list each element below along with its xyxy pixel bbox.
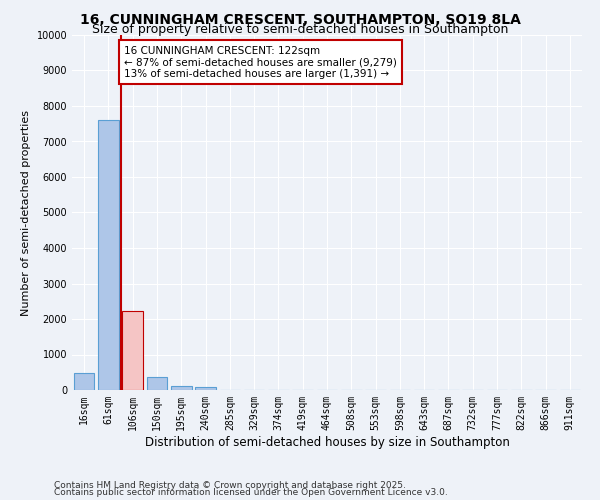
Text: 16, CUNNINGHAM CRESCENT, SOUTHAMPTON, SO19 8LA: 16, CUNNINGHAM CRESCENT, SOUTHAMPTON, SO…: [80, 12, 520, 26]
Bar: [146, 376, 167, 390]
Bar: [74, 374, 94, 390]
Bar: [171, 386, 191, 390]
Text: Size of property relative to semi-detached houses in Southampton: Size of property relative to semi-detach…: [92, 22, 508, 36]
Bar: [122, 311, 143, 390]
Bar: [98, 120, 119, 390]
Bar: [195, 387, 216, 390]
Text: 16 CUNNINGHAM CRESCENT: 122sqm
← 87% of semi-detached houses are smaller (9,279): 16 CUNNINGHAM CRESCENT: 122sqm ← 87% of …: [124, 46, 397, 79]
Text: Contains HM Land Registry data © Crown copyright and database right 2025.: Contains HM Land Registry data © Crown c…: [54, 480, 406, 490]
Y-axis label: Number of semi-detached properties: Number of semi-detached properties: [21, 110, 31, 316]
Text: Contains public sector information licensed under the Open Government Licence v3: Contains public sector information licen…: [54, 488, 448, 497]
X-axis label: Distribution of semi-detached houses by size in Southampton: Distribution of semi-detached houses by …: [145, 436, 509, 448]
